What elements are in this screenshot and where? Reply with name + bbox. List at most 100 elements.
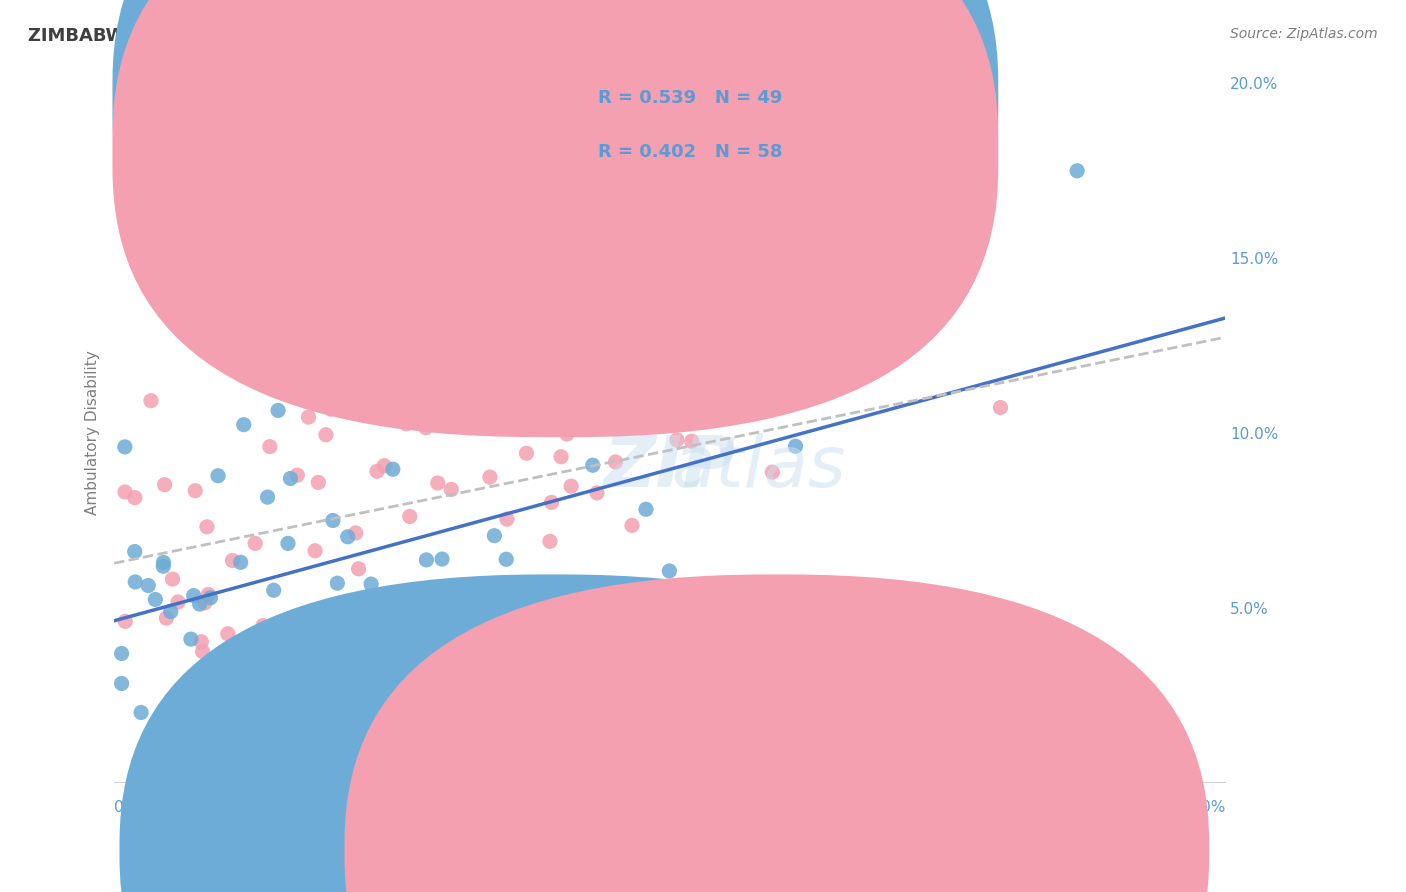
- Chinese: [319, 402, 342, 417]
- Chinese: [605, 455, 627, 469]
- Zimbabweans: [152, 556, 174, 570]
- Chinese: [420, 592, 443, 607]
- Zimbabweans: [467, 583, 489, 598]
- Chinese: [139, 393, 162, 408]
- Chinese: [361, 626, 384, 640]
- Chinese: [124, 491, 146, 505]
- Chinese: [315, 427, 337, 442]
- Zimbabweans: [110, 647, 132, 661]
- Zimbabweans: [387, 653, 409, 667]
- Zimbabweans: [582, 458, 605, 473]
- Text: □  Chinese: □ Chinese: [773, 841, 858, 856]
- Zimbabweans: [495, 552, 517, 566]
- Zimbabweans: [267, 403, 290, 417]
- Zimbabweans: [415, 553, 437, 567]
- Chinese: [373, 458, 395, 473]
- Text: R = 0.402   N = 58: R = 0.402 N = 58: [598, 143, 782, 161]
- Chinese: [440, 483, 463, 497]
- Zimbabweans: [280, 471, 302, 485]
- Chinese: [645, 416, 668, 430]
- Zimbabweans: [207, 468, 229, 483]
- Zimbabweans: [634, 502, 657, 516]
- Zimbabweans: [785, 439, 807, 453]
- Chinese: [496, 512, 519, 526]
- Zimbabweans: [381, 462, 404, 476]
- Chinese: [586, 486, 609, 500]
- Text: ZIMBABWEAN VS CHINESE AMBULATORY DISABILITY CORRELATION CHART: ZIMBABWEAN VS CHINESE AMBULATORY DISABIL…: [28, 27, 776, 45]
- Zimbabweans: [326, 576, 349, 591]
- Chinese: [368, 608, 391, 623]
- Chinese: [779, 612, 801, 626]
- Chinese: [665, 433, 688, 447]
- Chinese: [761, 465, 783, 479]
- Zimbabweans: [263, 583, 285, 598]
- Zimbabweans: [256, 490, 278, 504]
- Chinese: [990, 401, 1012, 415]
- Chinese: [621, 128, 644, 143]
- Zimbabweans: [263, 636, 285, 650]
- Zimbabweans: [136, 578, 159, 592]
- Text: Source: ZipAtlas.com: Source: ZipAtlas.com: [1230, 27, 1378, 41]
- Chinese: [304, 543, 326, 558]
- Chinese: [245, 536, 267, 550]
- Zimbabweans: [430, 552, 453, 566]
- Zimbabweans: [658, 564, 681, 578]
- Zimbabweans: [420, 624, 443, 639]
- Chinese: [191, 644, 214, 658]
- Zimbabweans: [352, 637, 374, 651]
- Zimbabweans: [1066, 163, 1088, 178]
- Text: Chinese: Chinese: [794, 843, 855, 857]
- Zimbabweans: [124, 544, 146, 558]
- Chinese: [155, 611, 177, 625]
- Chinese: [307, 475, 329, 490]
- Chinese: [366, 464, 388, 478]
- Chinese: [195, 520, 218, 534]
- Chinese: [259, 440, 281, 454]
- Chinese: [451, 379, 474, 393]
- Chinese: [114, 615, 136, 629]
- Zimbabweans: [129, 706, 152, 720]
- Chinese: [252, 618, 274, 632]
- Chinese: [395, 417, 418, 431]
- Chinese: [153, 477, 176, 491]
- Chinese: [681, 434, 703, 449]
- Chinese: [197, 588, 219, 602]
- Chinese: [540, 495, 562, 509]
- Zimbabweans: [188, 597, 211, 611]
- Chinese: [167, 595, 190, 609]
- Zimbabweans: [314, 634, 336, 648]
- Zimbabweans: [114, 440, 136, 454]
- Zimbabweans: [159, 605, 181, 619]
- Chinese: [285, 468, 308, 483]
- Chinese: [550, 450, 572, 464]
- Chinese: [347, 562, 370, 576]
- Zimbabweans: [322, 514, 344, 528]
- Chinese: [162, 572, 184, 586]
- Zimbabweans: [181, 700, 204, 714]
- Zimbabweans: [277, 536, 299, 550]
- Y-axis label: Ambulatory Disability: Ambulatory Disability: [86, 351, 100, 516]
- Zimbabweans: [180, 632, 202, 646]
- Text: □  Zimbabweans: □ Zimbabweans: [524, 841, 657, 856]
- Chinese: [415, 420, 437, 434]
- Zimbabweans: [316, 612, 339, 626]
- Zimbabweans: [534, 402, 557, 417]
- Zimbabweans: [124, 574, 146, 589]
- Text: 15.0%: 15.0%: [1177, 800, 1225, 815]
- Chinese: [214, 659, 236, 673]
- Chinese: [515, 446, 537, 460]
- Chinese: [546, 375, 568, 389]
- Chinese: [221, 553, 243, 567]
- Chinese: [184, 483, 207, 498]
- Zimbabweans: [200, 591, 222, 605]
- Chinese: [478, 470, 501, 484]
- Chinese: [344, 525, 367, 540]
- Chinese: [426, 476, 449, 491]
- Chinese: [217, 627, 239, 641]
- Text: R = 0.539   N = 49: R = 0.539 N = 49: [598, 89, 782, 107]
- Chinese: [297, 410, 319, 425]
- Text: atlas: atlas: [671, 434, 846, 502]
- Zimbabweans: [143, 592, 166, 607]
- Chinese: [398, 509, 420, 524]
- Zimbabweans: [232, 417, 254, 432]
